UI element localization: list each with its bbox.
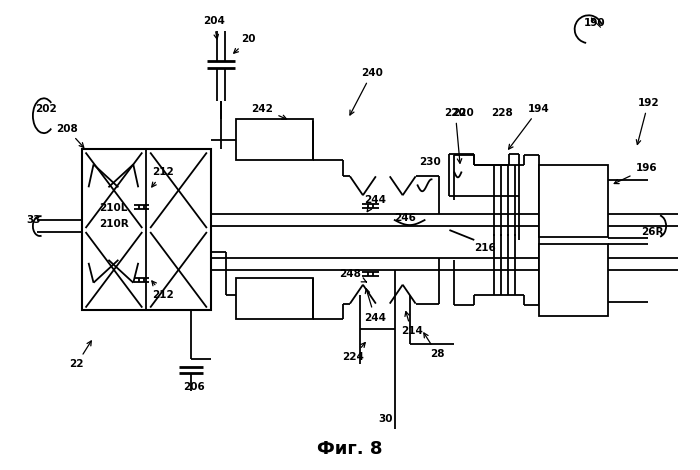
Text: 22: 22 [69,341,91,369]
Text: 214: 214 [400,312,423,337]
Text: 210L: 210L [99,203,128,213]
Text: 240: 240 [350,68,383,115]
Text: 216: 216 [475,243,496,253]
Text: 206: 206 [183,382,204,392]
Text: 30: 30 [378,414,392,424]
Text: Фиг. 8: Фиг. 8 [317,440,383,458]
Text: 246: 246 [393,213,416,223]
Text: 210R: 210R [99,219,130,229]
Text: 212: 212 [152,167,174,187]
Text: 33: 33 [26,215,41,225]
Text: 212: 212 [152,281,174,300]
Text: 20: 20 [234,34,256,53]
Text: 244: 244 [364,289,386,322]
Text: 196: 196 [614,164,657,184]
Text: 28: 28 [424,333,444,359]
Text: 242: 242 [251,104,286,119]
Text: 202: 202 [35,104,57,114]
Bar [236,119,313,160]
Text: 244: 244 [364,195,386,212]
Text: 230: 230 [419,157,441,167]
Bar [539,244,608,315]
Text: 220: 220 [452,108,474,118]
Text: 228: 228 [491,108,513,118]
Bar [236,278,313,320]
Text: 204: 204 [203,16,225,39]
Text: 190: 190 [584,18,606,28]
Text: 192: 192 [636,98,659,144]
Text: 194: 194 [509,104,550,149]
Text: 220: 220 [444,108,466,163]
Text: 208: 208 [56,124,84,148]
Bar [82,149,211,310]
Text: 26R: 26R [641,227,664,237]
Text: 224: 224 [342,343,365,362]
Bar [539,165,608,237]
Text: 248: 248 [339,269,367,282]
